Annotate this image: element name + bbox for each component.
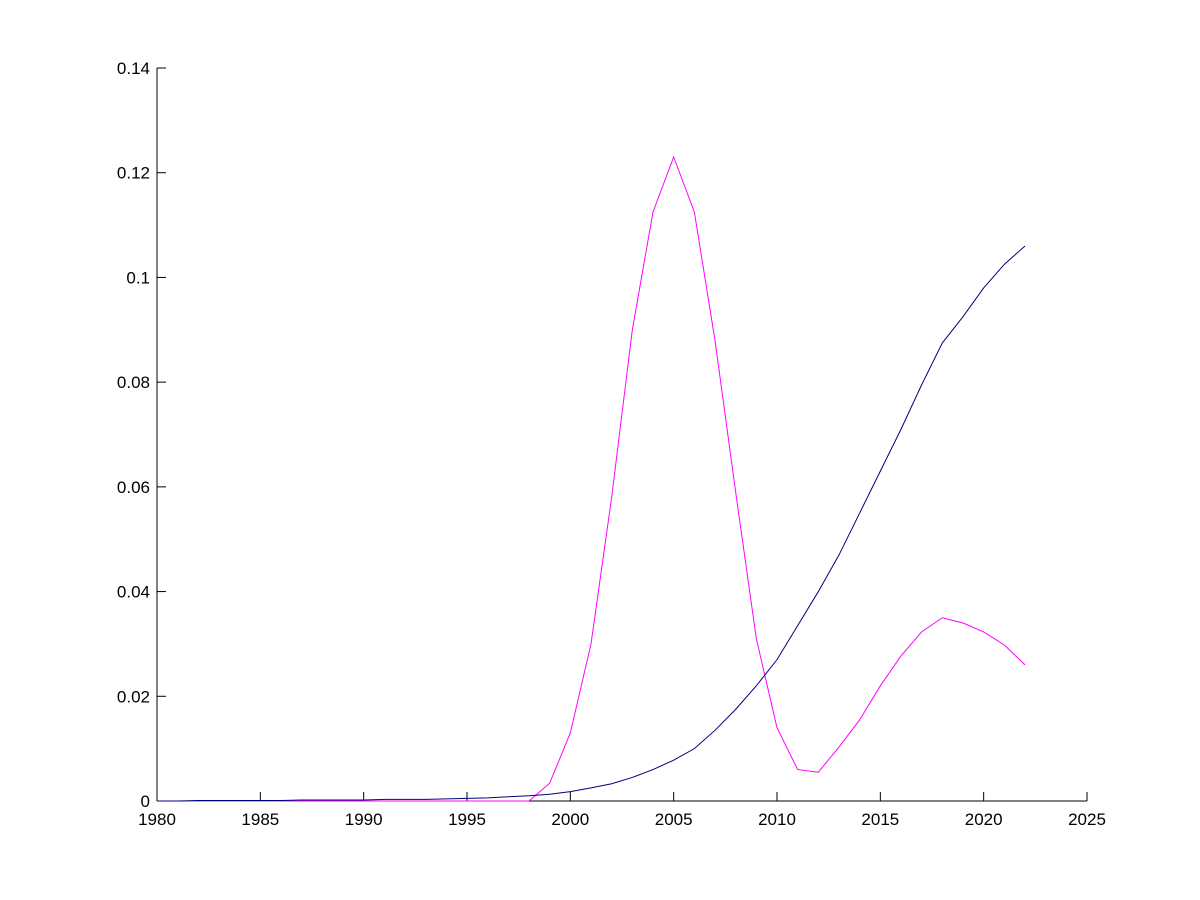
- y-tick-label: 0.02: [117, 687, 150, 706]
- line-series: [157, 245, 1026, 802]
- x-tick-label: 2010: [758, 810, 796, 829]
- x-tick-label: 2005: [655, 810, 693, 829]
- x-tick-label: 1985: [241, 810, 279, 829]
- x-tick-label: 1995: [448, 810, 486, 829]
- x-tick-label: 1980: [138, 810, 176, 829]
- y-tick-label: 0.06: [117, 478, 150, 497]
- x-tick-label: 2000: [551, 810, 589, 829]
- line-series: [157, 155, 1026, 802]
- x-tick-label: 2025: [1068, 810, 1106, 829]
- y-tick-label: 0.04: [117, 583, 150, 602]
- x-tick-label: 1990: [345, 810, 383, 829]
- x-tick-label: 2015: [861, 810, 899, 829]
- y-tick-label: 0: [141, 792, 150, 811]
- x-tick-label: 2020: [965, 810, 1003, 829]
- y-tick-label: 0.14: [117, 59, 150, 78]
- y-tick-label: 0.1: [126, 268, 150, 287]
- y-tick-label: 0.12: [117, 164, 150, 183]
- y-tick-label: 0.08: [117, 373, 150, 392]
